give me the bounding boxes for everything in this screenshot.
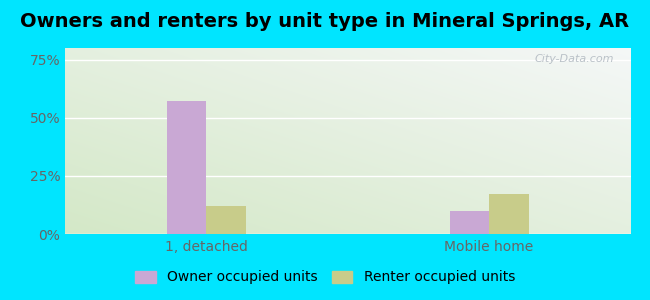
Bar xyxy=(167,101,207,234)
Text: City-Data.com: City-Data.com xyxy=(534,54,614,64)
Bar xyxy=(489,194,528,234)
Bar xyxy=(450,211,489,234)
Text: Owners and renters by unit type in Mineral Springs, AR: Owners and renters by unit type in Miner… xyxy=(20,12,630,31)
Legend: Owner occupied units, Renter occupied units: Owner occupied units, Renter occupied un… xyxy=(129,265,521,290)
Bar xyxy=(207,206,246,234)
